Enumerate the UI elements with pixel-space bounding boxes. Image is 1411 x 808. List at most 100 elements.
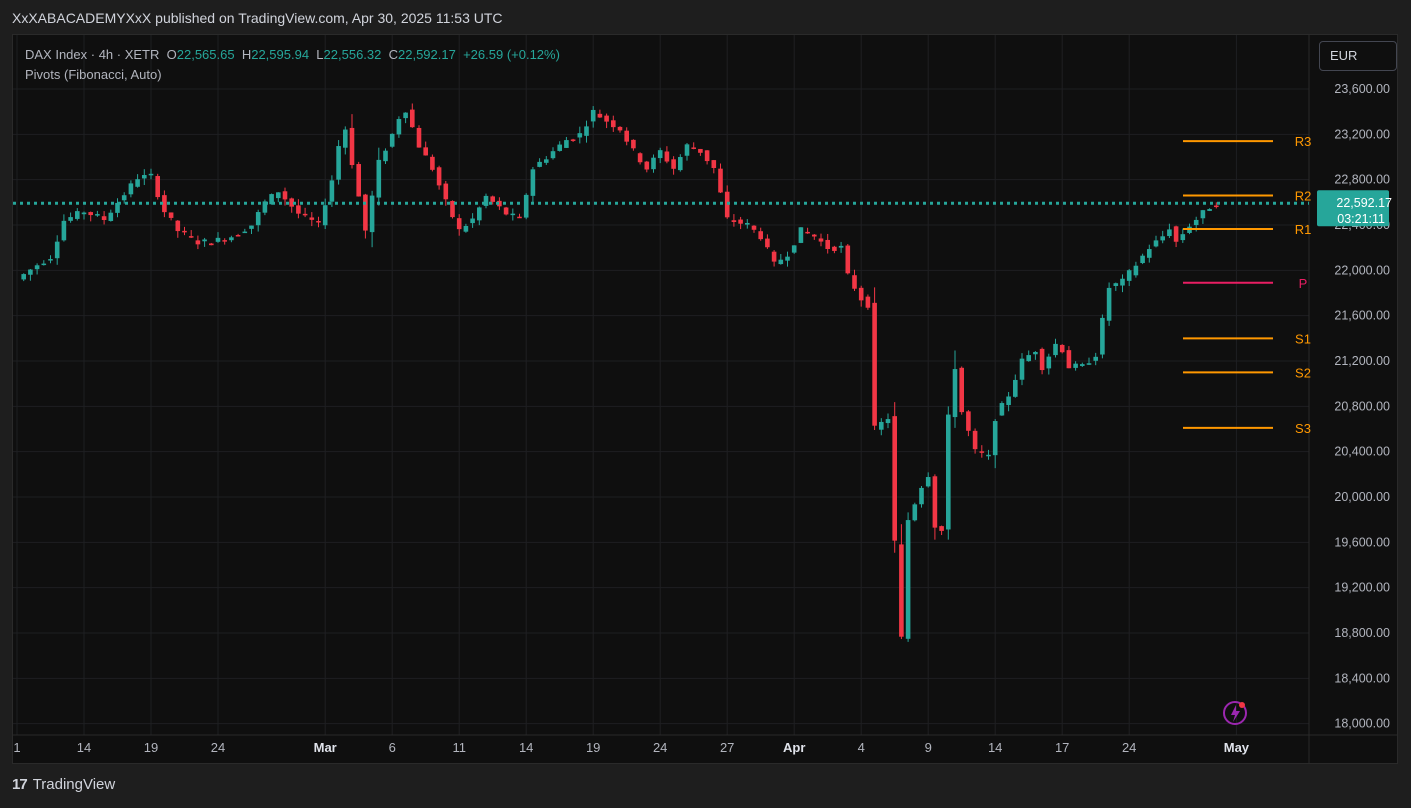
candle-body[interactable] — [1039, 348, 1045, 371]
candle-body[interactable] — [771, 251, 777, 262]
candle-body[interactable] — [115, 202, 120, 213]
candle-body[interactable] — [798, 227, 804, 243]
candle-body[interactable] — [584, 126, 589, 136]
candle-body[interactable] — [1086, 363, 1092, 365]
candle-body[interactable] — [1160, 236, 1165, 241]
candle-body[interactable] — [765, 238, 770, 248]
candle-body[interactable] — [611, 120, 616, 128]
candle-body[interactable] — [684, 144, 690, 156]
candle-body[interactable] — [791, 245, 797, 253]
candle-body[interactable] — [436, 167, 442, 186]
candle-body[interactable] — [885, 419, 891, 424]
candle-body[interactable] — [557, 144, 562, 151]
candle-body[interactable] — [343, 129, 348, 148]
candle-body[interactable] — [497, 200, 502, 207]
candle-body[interactable] — [28, 269, 33, 275]
candle-body[interactable] — [1120, 278, 1125, 286]
candle-body[interactable] — [108, 212, 114, 221]
candle-body[interactable] — [966, 411, 971, 431]
candle-body[interactable] — [289, 198, 294, 207]
candle-body[interactable] — [879, 421, 884, 430]
candle-body[interactable] — [664, 151, 670, 162]
candle-body[interactable] — [858, 287, 864, 301]
candle-body[interactable] — [986, 454, 991, 457]
candle-body[interactable] — [48, 259, 53, 261]
candle-body[interactable] — [309, 217, 315, 220]
candle-body[interactable] — [946, 414, 951, 530]
candle-body[interactable] — [95, 214, 100, 216]
candle-body[interactable] — [148, 173, 154, 176]
candle-body[interactable] — [41, 263, 47, 266]
candle-body[interactable] — [209, 243, 214, 246]
candle-body[interactable] — [999, 403, 1005, 416]
candle-body[interactable] — [912, 504, 918, 521]
candle-body[interactable] — [403, 112, 408, 119]
candle-body[interactable] — [175, 220, 181, 232]
candle-body[interactable] — [523, 194, 529, 218]
candle-body[interactable] — [1046, 356, 1052, 369]
candle-body[interactable] — [624, 130, 629, 142]
candle-body[interactable] — [905, 520, 911, 639]
candle-body[interactable] — [1200, 210, 1206, 219]
candle-body[interactable] — [892, 416, 897, 541]
candle-body[interactable] — [577, 133, 583, 138]
candle-body[interactable] — [477, 207, 482, 221]
candle-body[interactable] — [483, 195, 489, 206]
candle-body[interactable] — [75, 211, 80, 219]
candle-body[interactable] — [376, 159, 382, 198]
candle-body[interactable] — [443, 183, 449, 200]
candle-body[interactable] — [838, 245, 844, 248]
candle-body[interactable] — [959, 367, 964, 413]
candle-body[interactable] — [322, 205, 328, 226]
candle-body[interactable] — [644, 161, 650, 170]
candle-body[interactable] — [925, 477, 931, 487]
candle-body[interactable] — [704, 150, 710, 162]
candle-body[interactable] — [410, 109, 415, 128]
candle-body[interactable] — [396, 119, 402, 135]
candle-body[interactable] — [1193, 219, 1199, 226]
candle-body[interactable] — [1147, 249, 1152, 258]
candle-body[interactable] — [510, 213, 516, 216]
candle-body[interactable] — [34, 265, 40, 270]
candle-body[interactable] — [698, 148, 703, 153]
candle-body[interactable] — [617, 126, 623, 131]
candle-body[interactable] — [939, 526, 944, 531]
candle-body[interactable] — [162, 195, 167, 213]
candle-body[interactable] — [1073, 363, 1078, 368]
candle-body[interactable] — [1053, 343, 1058, 356]
candle-body[interactable] — [1153, 240, 1159, 247]
symbol-label[interactable]: DAX Index · 4h · XETR — [25, 47, 160, 62]
indicator-label[interactable]: Pivots (Fibonacci, Auto) — [25, 67, 162, 82]
candle-body[interactable] — [490, 196, 495, 202]
candle-body[interactable] — [463, 226, 469, 232]
candle-body[interactable] — [731, 220, 737, 222]
candle-body[interactable] — [711, 160, 717, 168]
candle-body[interactable] — [470, 218, 475, 224]
candle-body[interactable] — [738, 219, 743, 224]
candle-body[interactable] — [832, 246, 837, 251]
candle-body[interactable] — [597, 113, 603, 118]
candle-body[interactable] — [657, 150, 663, 159]
candle-body[interactable] — [1133, 265, 1139, 276]
candle-body[interactable] — [222, 240, 227, 242]
candle-body[interactable] — [269, 194, 274, 205]
candle-body[interactable] — [450, 200, 455, 218]
candle-body[interactable] — [235, 235, 241, 237]
candle-body[interactable] — [135, 179, 140, 187]
candle-body[interactable] — [101, 216, 107, 221]
candle-body[interactable] — [517, 216, 522, 219]
candle-body[interactable] — [544, 159, 549, 163]
candle-body[interactable] — [356, 164, 361, 197]
brand-name[interactable]: TradingView — [32, 776, 116, 793]
candle-body[interactable] — [972, 430, 978, 450]
candle-body[interactable] — [1026, 355, 1031, 362]
candle-body[interactable] — [503, 207, 509, 215]
candle-body[interactable] — [992, 421, 998, 456]
candle-body[interactable] — [872, 302, 877, 426]
candle-body[interactable] — [812, 234, 817, 237]
candle-body[interactable] — [81, 212, 87, 215]
candle-body[interactable] — [1113, 283, 1119, 286]
candle-body[interactable] — [631, 139, 636, 149]
candle-body[interactable] — [1093, 356, 1098, 361]
candle-body[interactable] — [155, 176, 160, 198]
